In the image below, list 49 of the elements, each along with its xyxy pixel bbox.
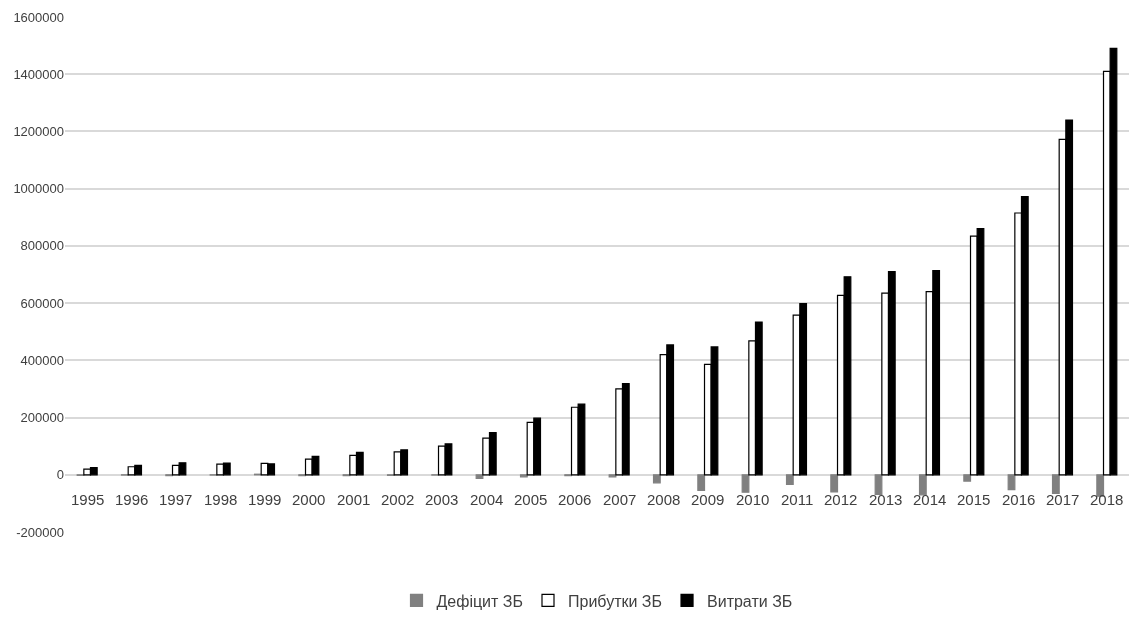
bar [785, 474, 794, 486]
x-tick-label: 2018 [1090, 491, 1124, 508]
y-tick-label: 800000 [20, 238, 64, 254]
x-tick-label: 2000 [292, 491, 326, 508]
x-tick-label: 2013 [869, 491, 903, 508]
x-tick-label: 2014 [913, 491, 947, 508]
x-tick-label: 2008 [647, 491, 681, 508]
legend-label: Дефіцит ЗБ [436, 592, 523, 610]
bar [741, 474, 750, 493]
y-tick-label: 1200000 [13, 123, 64, 139]
bar [519, 474, 528, 478]
x-tick-label: 2017 [1046, 491, 1080, 508]
x-tick-label: 2007 [603, 491, 637, 508]
y-tick-label: 600000 [20, 295, 64, 311]
y-tick-label: 200000 [20, 410, 64, 426]
x-tick-label: 2009 [691, 491, 725, 508]
x-tick-label: 2010 [736, 491, 770, 508]
bar [830, 474, 839, 493]
x-tick-label: 1998 [204, 491, 238, 508]
x-tick-label: 2011 [781, 491, 814, 508]
x-tick-label: 2002 [381, 491, 415, 508]
x-tick-label: 1997 [159, 491, 193, 508]
legend-label: Витрати ЗБ [707, 592, 793, 610]
x-tick-label: 2004 [470, 491, 504, 508]
bar [918, 474, 927, 496]
bar [874, 474, 883, 496]
bar [475, 474, 484, 480]
bar [963, 474, 972, 482]
x-tick-label: 2005 [514, 491, 548, 508]
x-tick-label: 2001 [337, 491, 371, 508]
x-tick-label: 2016 [1002, 491, 1036, 508]
y-tick-label: 1400000 [13, 66, 64, 82]
bar [1051, 474, 1060, 494]
y-tick-label: 1000000 [13, 181, 64, 197]
bar [1096, 474, 1105, 497]
bar [652, 474, 661, 484]
y-tick-label: 400000 [20, 352, 64, 368]
x-tick-label: 2015 [957, 491, 991, 508]
legend-label: Прибутки ЗБ [568, 592, 663, 610]
bar [697, 474, 706, 492]
x-tick-label: 2003 [425, 491, 459, 508]
x-tick-label: 1995 [71, 491, 105, 508]
y-tick-label: 1600000 [13, 9, 64, 25]
y-tick-label: -200000 [16, 524, 64, 540]
x-tick-label: 2006 [558, 491, 592, 508]
y-tick-label: 0 [56, 467, 64, 483]
x-tick-label: 1999 [248, 491, 282, 508]
x-tick-label: 2012 [824, 491, 858, 508]
x-tick-label: 1996 [115, 491, 149, 508]
